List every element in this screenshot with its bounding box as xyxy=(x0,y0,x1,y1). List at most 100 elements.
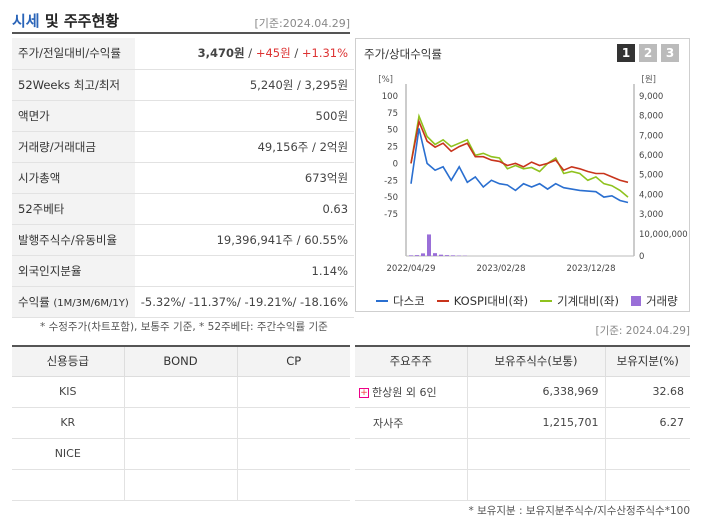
volume-bar xyxy=(439,254,443,256)
col-header: 주요주주 xyxy=(355,346,467,377)
shares-cell xyxy=(466,438,605,470)
col-header: 보유지분(%) xyxy=(604,346,690,377)
relative-return-chart: [%] [원] 100 75 50 25 0 -25 -50 -75 9,000 8,000 7,000… xyxy=(378,75,688,274)
table-row: 발행주식수/유동비율 19,396,941주 / 60.55% xyxy=(12,224,355,256)
table-row: 거래량/거래대금 49,156주 / 2억원 xyxy=(12,131,355,163)
table-row xyxy=(355,438,690,470)
bond-cell xyxy=(123,469,237,501)
volume-bar xyxy=(409,255,413,256)
right-tick-label: 8,000 xyxy=(639,112,663,122)
right-unit: [원] xyxy=(642,75,656,85)
row-value: 673억원 xyxy=(134,162,355,194)
legend-label: 거래량 xyxy=(645,294,678,308)
right-tick-label: 4,000 xyxy=(639,190,663,200)
agency-cell: NICE xyxy=(12,438,124,470)
table-row: 52주베타 0.63 xyxy=(12,193,355,225)
x-tick-label: 2022/04/29 xyxy=(387,264,436,274)
reference-date-2: [기준: 2024.04.29] xyxy=(595,325,690,337)
legend-machine: 기계대비(좌) xyxy=(540,293,619,309)
left-tick-label: -25 xyxy=(384,176,398,186)
volume-bar xyxy=(415,255,419,256)
expand-icon[interactable]: + xyxy=(359,387,369,398)
table-row: 외국인지분율 1.14% xyxy=(12,255,355,287)
right-tick-label: 3,000 xyxy=(639,210,663,220)
volume-tick-label: 0 xyxy=(639,252,644,262)
row-value: 5,240원 / 3,295원 xyxy=(134,69,355,101)
holder-cell: + 한상원 외 6인 xyxy=(355,376,467,408)
row-label: 거래량/거래대금 xyxy=(12,131,135,163)
bond-cell xyxy=(123,438,237,470)
tab-2[interactable]: 2 xyxy=(639,44,657,62)
legend-label: 다스코 xyxy=(393,294,425,308)
legend-stock: 다스코 xyxy=(376,293,425,309)
row-label: 액면가 xyxy=(12,100,135,132)
price-rate: +1.31% xyxy=(301,46,349,61)
kospi-line xyxy=(410,118,629,184)
holder-name: 자사주 xyxy=(355,407,467,439)
cp-cell xyxy=(236,407,350,439)
left-unit: [%] xyxy=(378,75,393,85)
table-header: 주요주주 보유주식수(보통) 보유지분(%) xyxy=(355,346,690,377)
price-cell: 3,470원 / +45원 / +1.31% xyxy=(134,38,355,70)
tab-1[interactable]: 1 xyxy=(617,44,635,62)
agency-cell: KIS xyxy=(12,376,124,408)
col-header: CP xyxy=(236,346,350,377)
title-highlight: 시세 xyxy=(12,12,40,30)
row-label: 52Weeks 최고/최저 xyxy=(12,69,135,101)
returns-period: (1M/3M/6M/1Y) xyxy=(53,297,129,309)
section-title: 시세 및 주주현황 xyxy=(12,10,119,31)
row-label: 발행주식수/유동비율 xyxy=(12,224,135,256)
chart-legend: 다스코 KOSPI대비(좌) 기계대비(좌) 거래량 xyxy=(376,293,678,309)
right-tick-label: 7,000 xyxy=(639,131,663,141)
left-tick-label: 0 xyxy=(393,159,398,169)
holder-name: 한상원 외 6인 xyxy=(372,385,437,399)
right-tick-label: 5,000 xyxy=(639,171,663,181)
stake-cell: 32.68 xyxy=(604,376,690,408)
bond-cell xyxy=(123,376,237,408)
table-row: 52Weeks 최고/최저 5,240원 / 3,295원 xyxy=(12,69,355,101)
stock-info-table: 주가/전일대비/수익률 3,470원 / +45원 / +1.31% 52Wee… xyxy=(12,38,355,318)
col-header: 보유주식수(보통) xyxy=(466,346,605,377)
volume-bar xyxy=(451,255,455,256)
left-tick-label: 75 xyxy=(387,109,398,119)
legend-volume: 거래량 xyxy=(630,293,678,309)
reference-date: [기준:2024.04.29] xyxy=(254,17,350,30)
row-label: 시가총액 xyxy=(12,162,135,194)
volume-tick-label: 10,000,000 xyxy=(639,230,688,240)
returns-label: 수익률 xyxy=(18,294,50,309)
footnote-shareholders: * 보유지분 : 보유지분주식수/지수산정주식수*100 xyxy=(468,505,690,517)
close-price: 3,470원 xyxy=(197,46,245,61)
row-value: 19,396,941주 / 60.55% xyxy=(134,224,355,256)
shares-cell xyxy=(466,469,605,501)
right-tick-label: 9,000 xyxy=(639,92,663,102)
left-tick-label: 100 xyxy=(382,92,398,102)
chart-panel: 주가/상대수익률 1 2 3 [%] [원] 100 75 50 25 0 -25 -50 -75… xyxy=(355,38,690,312)
stake-cell xyxy=(604,438,690,470)
table-row xyxy=(12,469,350,501)
agency-cell xyxy=(12,469,124,501)
tab-3[interactable]: 3 xyxy=(661,44,679,62)
agency-cell: KR xyxy=(12,407,124,439)
table-row: 주가/전일대비/수익률 3,470원 / +45원 / +1.31% xyxy=(12,38,355,70)
table-row: 수익률 (1M/3M/6M/1Y) -5.32%/ -11.37%/ -19.21… xyxy=(12,286,355,318)
left-tick-label: 25 xyxy=(387,143,398,153)
legend-label: KOSPI대비(좌) xyxy=(453,294,529,308)
col-header: 신용등급 xyxy=(12,346,124,377)
legend-label: 기계대비(좌) xyxy=(557,294,619,308)
title-rest: 및 주주현황 xyxy=(39,12,120,30)
table-header: 신용등급 BOND CP xyxy=(12,346,350,377)
row-value: 1.14% xyxy=(134,255,355,287)
left-tick-label: 50 xyxy=(387,126,398,136)
stake-cell: 6.27 xyxy=(604,407,690,439)
stock-line xyxy=(410,128,629,204)
cp-cell xyxy=(236,438,350,470)
holder-name xyxy=(355,469,467,501)
row-label: 수익률 (1M/3M/6M/1Y) xyxy=(12,286,135,318)
shares-cell: 1,215,701 xyxy=(466,407,605,439)
left-tick-label: -50 xyxy=(384,193,398,203)
volume-bar xyxy=(433,253,437,256)
stake-cell xyxy=(604,469,690,501)
table-row: KR xyxy=(12,407,350,439)
row-label: 52주베타 xyxy=(12,193,135,225)
row-label: 외국인지분율 xyxy=(12,255,135,287)
